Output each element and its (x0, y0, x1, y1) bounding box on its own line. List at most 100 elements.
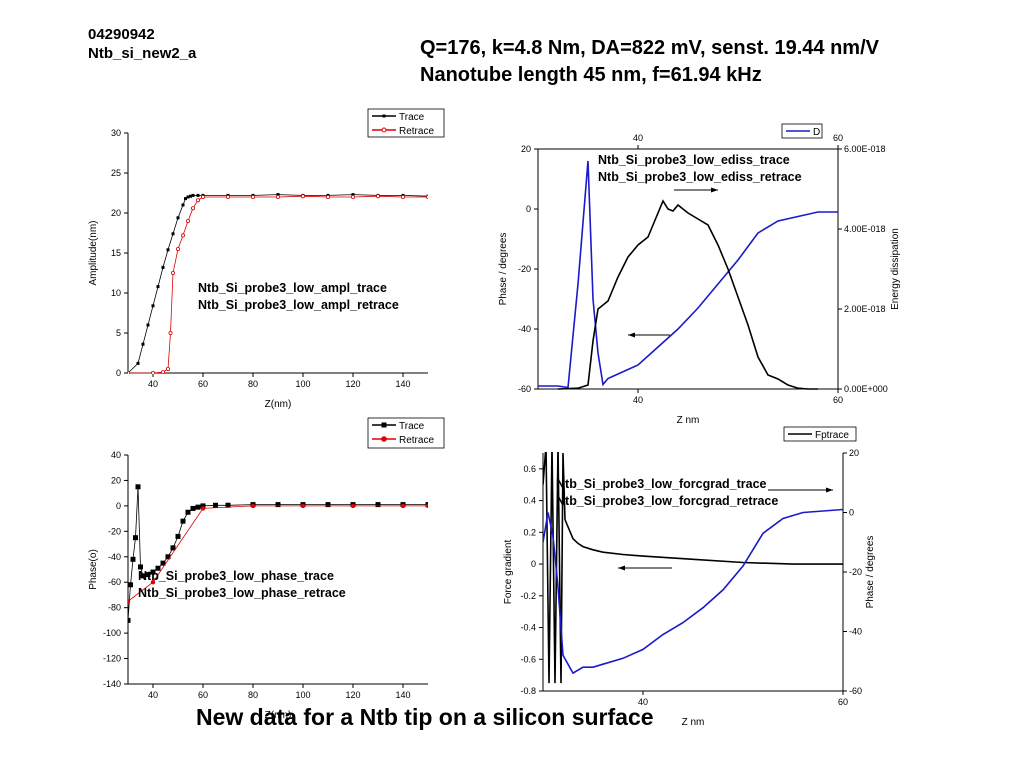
phase-series-retrace-line (128, 505, 428, 602)
forcgrad-x-tick-label: 60 (838, 697, 848, 707)
phase-series-trace-point (165, 554, 171, 560)
phase-y-tick-label: -20 (108, 526, 121, 536)
forcgrad-y-tick-label: 0.4 (523, 496, 536, 506)
amplitude-series-retrace-point (185, 218, 190, 223)
ediss-y-right-tick-label: 2.00E-018 (844, 304, 886, 314)
amplitude-x-label: Z(nm) (265, 399, 292, 410)
phase-series-retrace-point (250, 503, 256, 509)
amplitude-y-tick-label: 20 (111, 208, 121, 218)
amplitude-series-retrace-point (250, 194, 255, 199)
sample-id: 04290942 (88, 26, 155, 43)
amplitude-series-retrace-point (170, 270, 175, 275)
amplitude-series-retrace-point (151, 371, 155, 374)
amplitude-series-trace-point (189, 194, 192, 198)
phase-x-tick-label: 120 (345, 690, 360, 700)
forcgrad-arrow-head (826, 487, 833, 493)
ediss-y-right-tick-label: 6.00E-018 (844, 144, 886, 154)
forcgrad-annotation: Ntb_Si_probe3_low_forcgrad_trace (556, 477, 767, 491)
amplitude-series-trace-point (181, 203, 185, 207)
measurement-parameters: Q=176, k=4.8 Nm, DA=822 mV, senst. 19.44… (420, 37, 879, 59)
phase-x-tick-label: 140 (395, 690, 410, 700)
amplitude-series-retrace-point (190, 206, 195, 211)
amplitude-legend-marker (382, 114, 386, 118)
amplitude-x-tick-label: 100 (295, 379, 310, 389)
amplitude-x-tick-label: 60 (198, 379, 208, 389)
amplitude-y-tick-label: 10 (111, 288, 121, 298)
amplitude-annotation: Ntb_Si_probe3_low_ampl_trace (198, 281, 387, 295)
phase-y-tick-label: 40 (111, 450, 121, 460)
amplitude-series-trace-point (166, 248, 170, 252)
amplitude-series-retrace-point (128, 371, 130, 374)
ediss-plot-area (538, 160, 838, 390)
forcgrad-y-right-tick-label: -60 (849, 686, 862, 696)
ediss-annotation: Ntb_Si_probe3_low_ediss_trace (598, 153, 790, 167)
phase-series-trace-point (138, 564, 143, 570)
phase-x-tick-label: 40 (148, 690, 158, 700)
ediss-series-d-line (538, 160, 838, 389)
phase-series-trace-point (155, 565, 161, 571)
ediss-x-label: Z nm (677, 415, 700, 426)
ediss-y-label: Phase / degrees (498, 233, 509, 306)
amplitude-y-tick-label: 25 (111, 168, 121, 178)
amplitude-legend (367, 108, 445, 138)
forcgrad-y-label: Force gradient (503, 540, 514, 605)
ediss-y-tick-label: -40 (518, 324, 531, 334)
phase-series-trace-point (140, 573, 146, 579)
amplitude-series-trace-point (136, 361, 140, 365)
amplitude-y-label: Amplitude(nm) (88, 220, 99, 285)
amplitude-series-retrace-point (400, 194, 405, 199)
phase-legend-marker (381, 436, 387, 442)
amplitude-series-trace-point (276, 193, 280, 197)
phase-legend-label: Retrace (399, 435, 434, 446)
phase-series-trace-point (190, 505, 196, 511)
phase-y-tick-label: -40 (108, 552, 121, 562)
amplitude-series-trace-point (171, 232, 175, 236)
phase-y-label: Phase(o) (88, 549, 99, 590)
phase-series-trace-point (213, 502, 218, 508)
phase-annotation: Ntb_Si_probe3_low_phase_trace (138, 569, 334, 583)
phase-series-retrace-point (400, 503, 406, 509)
slide-footer-title: New data for a Ntb tip on a silicon surf… (196, 704, 654, 730)
phase-series-trace-point (145, 572, 151, 578)
phase-x-label: Z(nm) (265, 710, 292, 721)
phase-x-tick-label: 100 (295, 690, 310, 700)
phase-series-trace-point (128, 582, 133, 588)
ediss-x-tick-label: 60 (833, 395, 843, 405)
phase-series-retrace-point (425, 503, 428, 509)
phase-series-trace-point (225, 502, 231, 508)
phase-legend-label: Trace (399, 421, 425, 432)
phase-y-tick-label: -80 (108, 603, 121, 613)
forcgrad-y-tick-label: -0.2 (520, 591, 536, 601)
ediss-arrow-head (711, 187, 718, 193)
forcgrad-y-tick-label: 0 (531, 559, 536, 569)
amplitude-series-trace-point (151, 304, 155, 308)
forcgrad-annotation: Ntb_Si_probe3_low_forcgrad_retrace (556, 494, 778, 508)
amplitude-legend-marker (381, 127, 387, 133)
amplitude-series-trace-point (161, 265, 165, 269)
phase-series-retrace-point (200, 506, 206, 511)
amplitude-series-retrace-point (275, 194, 280, 199)
phase-series-trace-point (180, 518, 186, 524)
forcgrad-y-right-tick-label: 0 (849, 508, 854, 518)
ediss-y-right-tick-label: 4.00E-018 (844, 224, 886, 234)
amplitude-series-trace-point (191, 193, 195, 197)
ediss-x-top-tick-label: 40 (633, 133, 643, 143)
amplitude-series-trace-point (146, 323, 150, 327)
phase-x-tick-label: 80 (248, 690, 258, 700)
phase-y-tick-label: -120 (103, 654, 121, 664)
phase-legend (367, 417, 445, 449)
phase-series-trace-point (185, 509, 191, 515)
forcgrad-y-right-label: Phase / degrees (865, 536, 876, 609)
amplitude-series-retrace-point (180, 233, 185, 238)
amplitude-series-retrace-point (161, 370, 165, 374)
amplitude-series-retrace-point (375, 194, 380, 199)
amplitude-legend-label: Retrace (399, 126, 434, 137)
amplitude-annotation: Ntb_Si_probe3_low_ampl_retrace (198, 298, 399, 312)
phase-series-trace-point (175, 533, 181, 539)
amplitude-series-trace-point (186, 195, 190, 199)
amplitude-x-tick-label: 140 (395, 379, 410, 389)
